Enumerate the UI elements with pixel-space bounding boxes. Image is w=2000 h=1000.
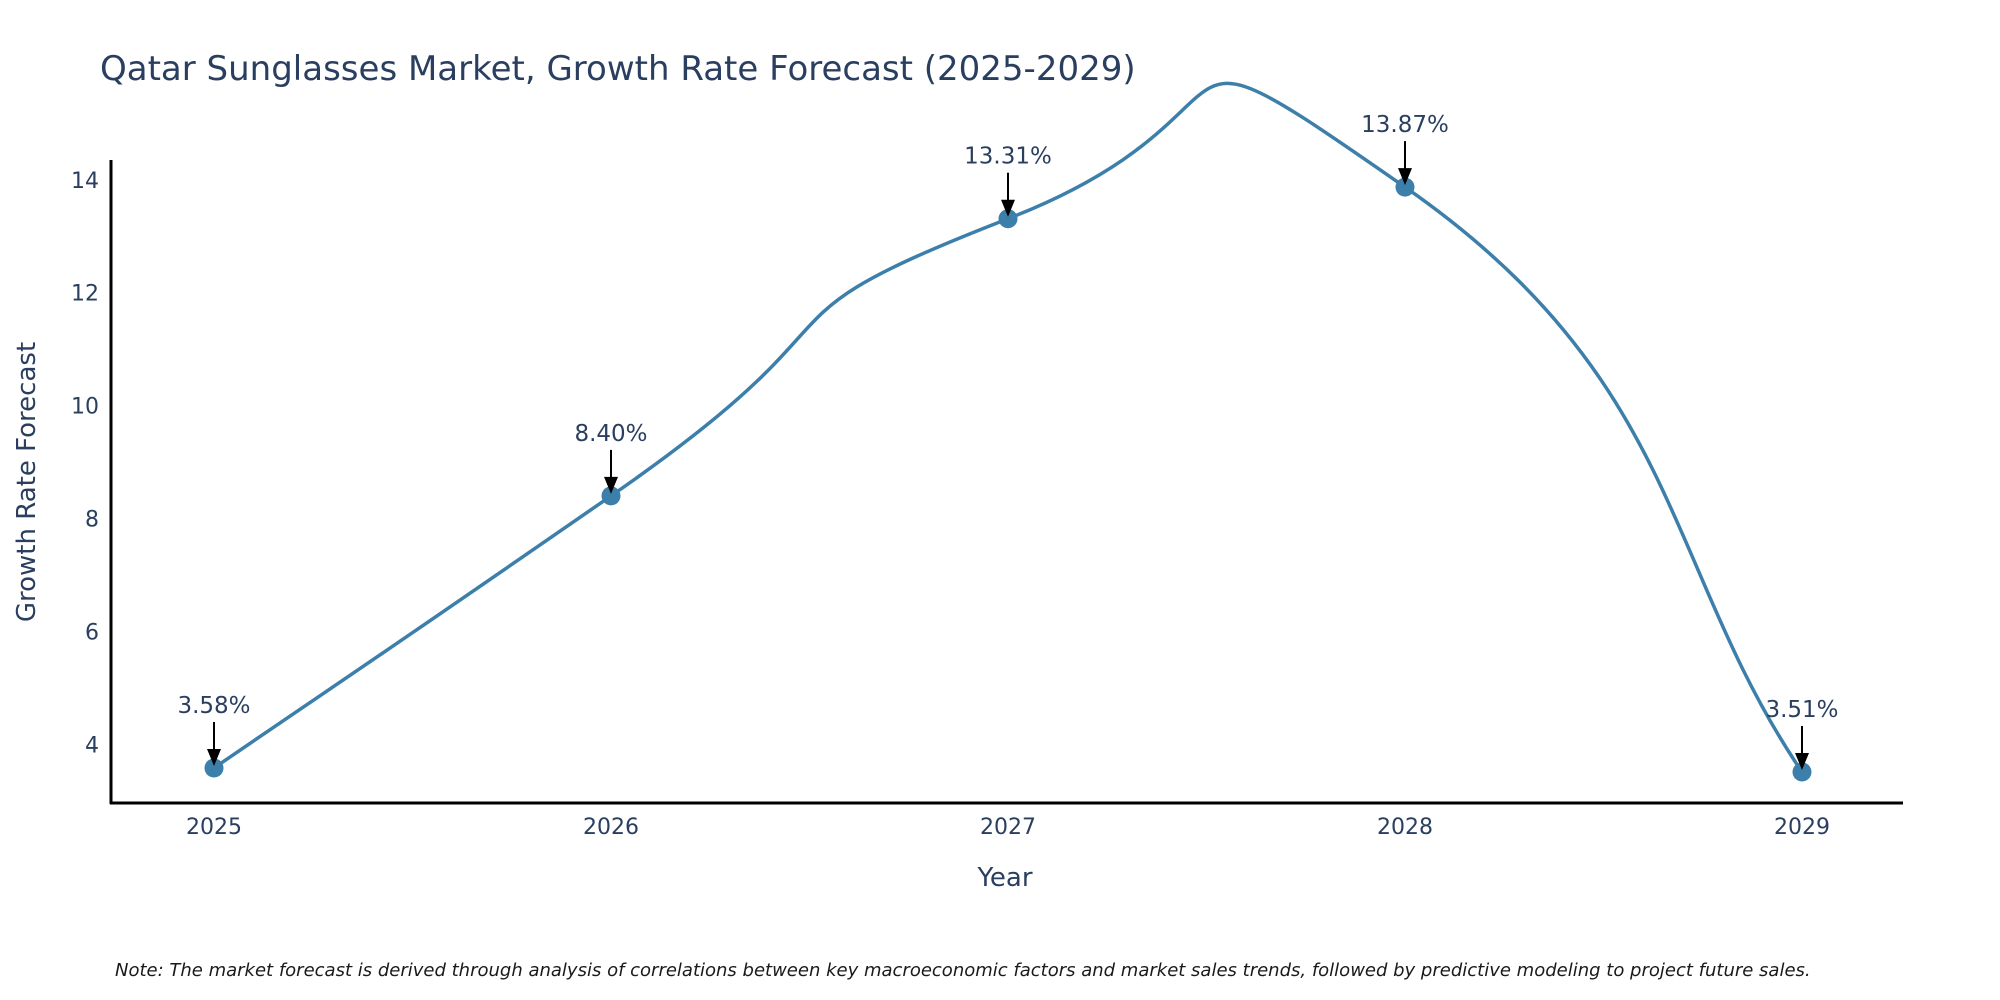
x-tick-label: 2025	[186, 815, 242, 840]
series-line	[213, 81, 1804, 773]
y-tick-label: 12	[71, 282, 99, 307]
x-tick-label: 2026	[583, 815, 639, 840]
annotations-layer: 3.58% 8.40% 13.31% 13.87% 3.51%	[177, 112, 1839, 770]
y-tick-label: 10	[71, 395, 99, 420]
annotation-arrow-head	[1795, 752, 1809, 770]
data-label: 13.31%	[964, 144, 1052, 170]
y-tick-label: 14	[71, 169, 99, 194]
footnote: Note: The market forecast is derived thr…	[115, 960, 1811, 981]
annotation-2025: 3.58%	[177, 693, 251, 766]
y-tick-label: 8	[85, 507, 99, 532]
data-point-2025	[204, 758, 224, 778]
annotation-arrow-head	[207, 748, 221, 766]
data-label: 8.40%	[574, 421, 647, 447]
data-label: 3.58%	[177, 693, 250, 719]
x-tick-label: 2029	[1774, 815, 1830, 840]
x-tick-labels: 2025 2026 2027 2028 2029	[186, 815, 1830, 840]
annotation-arrow-head	[604, 476, 618, 494]
annotation-2029: 3.51%	[1765, 697, 1839, 770]
x-tick-label: 2027	[980, 815, 1036, 840]
annotation-arrow-head	[1398, 168, 1412, 186]
x-tick-label: 2028	[1377, 815, 1433, 840]
annotation-arrow-head	[1001, 199, 1015, 217]
axes	[109, 160, 1903, 805]
series-layer	[213, 81, 1804, 773]
data-point-2026	[601, 486, 621, 506]
annotation-2026: 8.40%	[574, 421, 648, 494]
data-point-2028	[1395, 177, 1415, 197]
x-axis-title: Year	[976, 863, 1032, 893]
y-tick-label: 6	[85, 620, 99, 645]
annotation-2027: 13.31%	[964, 144, 1052, 217]
data-label: 3.51%	[1765, 697, 1838, 723]
markers-layer	[204, 177, 1812, 782]
y-axis-title: Growth Rate Forecast	[12, 342, 42, 622]
data-point-2029	[1792, 762, 1812, 782]
chart-title: Qatar Sunglasses Market, Growth Rate For…	[100, 49, 1136, 89]
annotation-2028: 13.87%	[1361, 112, 1449, 186]
y-tick-labels: 4 6 8 10 12 14	[71, 169, 99, 759]
y-tick-label: 4	[85, 733, 99, 758]
data-label: 13.87%	[1361, 112, 1449, 138]
data-point-2027	[998, 209, 1018, 229]
